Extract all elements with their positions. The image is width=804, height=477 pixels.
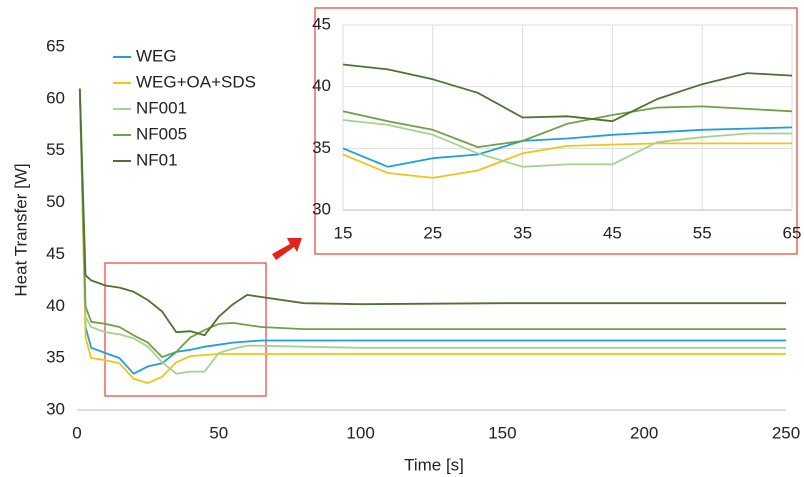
zoom-arrow [272, 238, 302, 260]
x-tick-label: 0 [72, 423, 81, 442]
legend-label: WEG+OA+SDS [136, 72, 256, 91]
x-tick-label: 50 [209, 423, 228, 442]
inset-frame [314, 7, 798, 255]
series-line [78, 88, 786, 375]
x-tick-label: 100 [346, 423, 374, 442]
x-tick-label: 45 [603, 223, 622, 242]
y-tick-label: 35 [46, 348, 65, 367]
x-tick-label: 65 [783, 223, 802, 242]
series-line [78, 88, 786, 375]
y-tick-label: 45 [46, 244, 65, 263]
y-tick-label: 60 [46, 88, 65, 107]
y-tick-label: 30 [312, 199, 331, 218]
x-tick-label: 150 [488, 423, 516, 442]
legend-label: NF005 [136, 124, 187, 143]
y-tick-label: 55 [46, 140, 65, 159]
series-line [342, 105, 793, 149]
series-line [342, 126, 793, 168]
y-tick-label: 45 [312, 14, 331, 33]
y-tick-label: 50 [46, 192, 65, 211]
y-axis-title: Heat Transfer [W] [11, 163, 30, 296]
series-line [342, 63, 793, 123]
x-tick-label: 55 [693, 223, 712, 242]
x-tick-label: 35 [513, 223, 532, 242]
y-tick-label: 30 [46, 399, 65, 418]
legend-label: WEG [136, 46, 177, 65]
series-line [342, 119, 792, 168]
zoom-box [104, 262, 267, 397]
y-tick-label: 40 [46, 296, 65, 315]
x-tick-label: 15 [334, 223, 353, 242]
series-line [342, 142, 792, 179]
y-tick-label: 40 [312, 76, 331, 95]
x-tick-label: 250 [772, 423, 800, 442]
legend-label: NF01 [136, 150, 178, 169]
x-tick-label: 25 [423, 223, 442, 242]
series-line [78, 88, 786, 384]
x-axis-title: Time [s] [404, 455, 464, 474]
series-line [78, 88, 786, 337]
legend-label: NF001 [136, 98, 187, 117]
y-tick-label: 65 [46, 36, 65, 55]
x-tick-label: 200 [630, 423, 658, 442]
y-tick-label: 35 [312, 138, 331, 157]
